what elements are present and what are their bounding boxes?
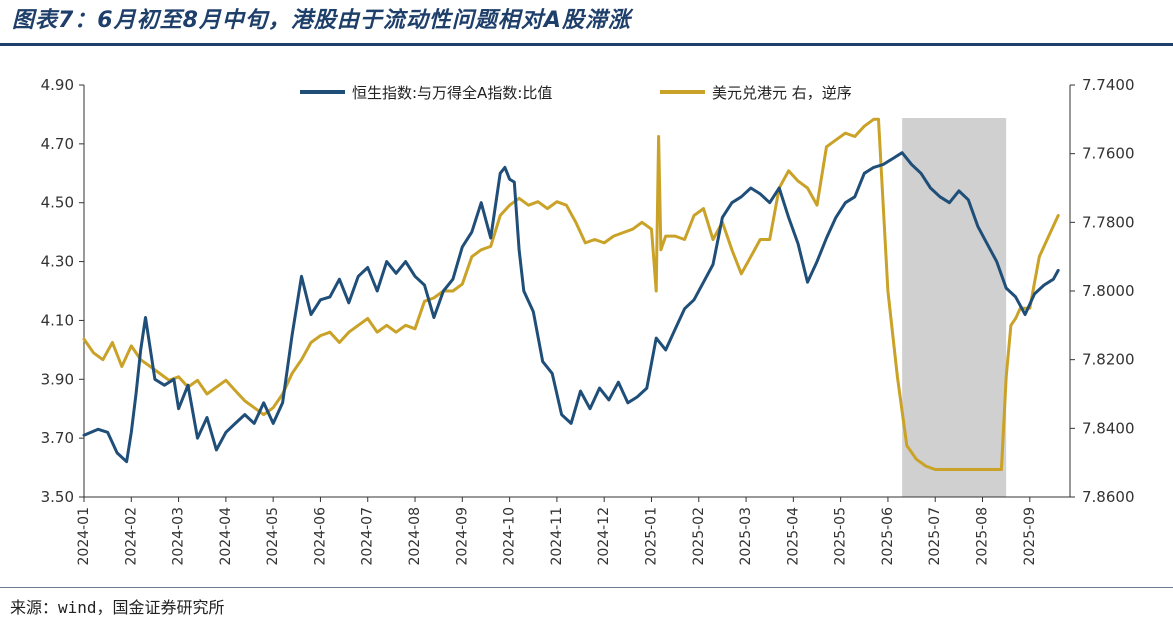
x-tick-label: 2024-04 xyxy=(218,507,234,566)
y-right-tick-label: 7.7400 xyxy=(1082,76,1135,94)
y-left-tick-label: 3.90 xyxy=(41,370,74,388)
y-left-tick-label: 4.50 xyxy=(41,194,74,212)
y-left-tick-label: 3.70 xyxy=(41,429,74,447)
line-chart: 3.50 3.70 3.90 4.10 4.30 4.50 4.70 4.90 7.7400 7.… xyxy=(41,76,1135,566)
x-tick-label: 2025-02 xyxy=(691,507,707,566)
x-tick-label: 2024-12 xyxy=(596,507,612,566)
y-left-tick-label: 3.50 xyxy=(41,488,74,506)
x-tick-label: 2025-08 xyxy=(975,507,991,566)
x-tick-label: 2025-05 xyxy=(833,507,849,566)
legend-label-hsi: 恒生指数:与万得全A指数:比值 xyxy=(352,84,552,102)
y-right-tick-label: 7.8200 xyxy=(1082,351,1135,369)
x-tick-label: 2024-09 xyxy=(454,507,470,566)
y-right-tick-label: 7.8400 xyxy=(1082,419,1135,437)
x-tick-label: 2024-11 xyxy=(549,507,565,566)
y-left-tick-label: 4.90 xyxy=(41,76,74,94)
x-tick-label: 2024-08 xyxy=(407,507,423,566)
legend-label-usdhkd: 美元兑港元 右，逆序 xyxy=(712,84,852,102)
source-note: 来源：wind，国金证券研究所 xyxy=(10,598,225,617)
x-tick-label: 2025-07 xyxy=(927,507,943,566)
shaded-period xyxy=(902,118,1007,497)
x-tick-label: 2025-09 xyxy=(1022,507,1038,566)
y-right-tick-label: 7.7800 xyxy=(1082,213,1135,231)
x-tick-label: 2025-04 xyxy=(785,507,801,566)
y-right-tick-label: 7.8600 xyxy=(1082,488,1135,506)
y-left-tick-label: 4.30 xyxy=(41,253,74,271)
source-divider xyxy=(0,587,1173,588)
series-line-hsi-ratio xyxy=(82,151,1060,464)
x-tick-label: 2024-03 xyxy=(171,507,187,566)
x-tick-label: 2024-05 xyxy=(265,507,281,566)
figure-title: 图表7：6月初至8月中旬，港股由于流动性问题相对A股滞涨 xyxy=(12,8,631,33)
x-tick-label: 2024-06 xyxy=(312,507,328,566)
x-tick-label: 2025-06 xyxy=(880,507,896,566)
x-tick-label: 2025-03 xyxy=(738,507,754,566)
y-right-tick-label: 7.7600 xyxy=(1082,145,1135,163)
x-tick-label: 2025-01 xyxy=(643,507,659,566)
legend: 恒生指数:与万得全A指数:比值 美元兑港元 右，逆序 xyxy=(300,84,852,102)
x-tick-label: 2024-10 xyxy=(502,507,518,566)
x-tick-label: 2024-02 xyxy=(123,507,139,566)
y-left-tick-label: 4.70 xyxy=(41,135,74,153)
title-divider xyxy=(0,43,1173,46)
x-tick-label: 2024-07 xyxy=(360,507,376,566)
y-left-tick-label: 4.10 xyxy=(41,311,74,329)
x-tick-label: 2024-01 xyxy=(76,507,92,566)
series-line-usdhkd xyxy=(82,117,1060,471)
y-right-tick-label: 7.8000 xyxy=(1082,282,1135,300)
